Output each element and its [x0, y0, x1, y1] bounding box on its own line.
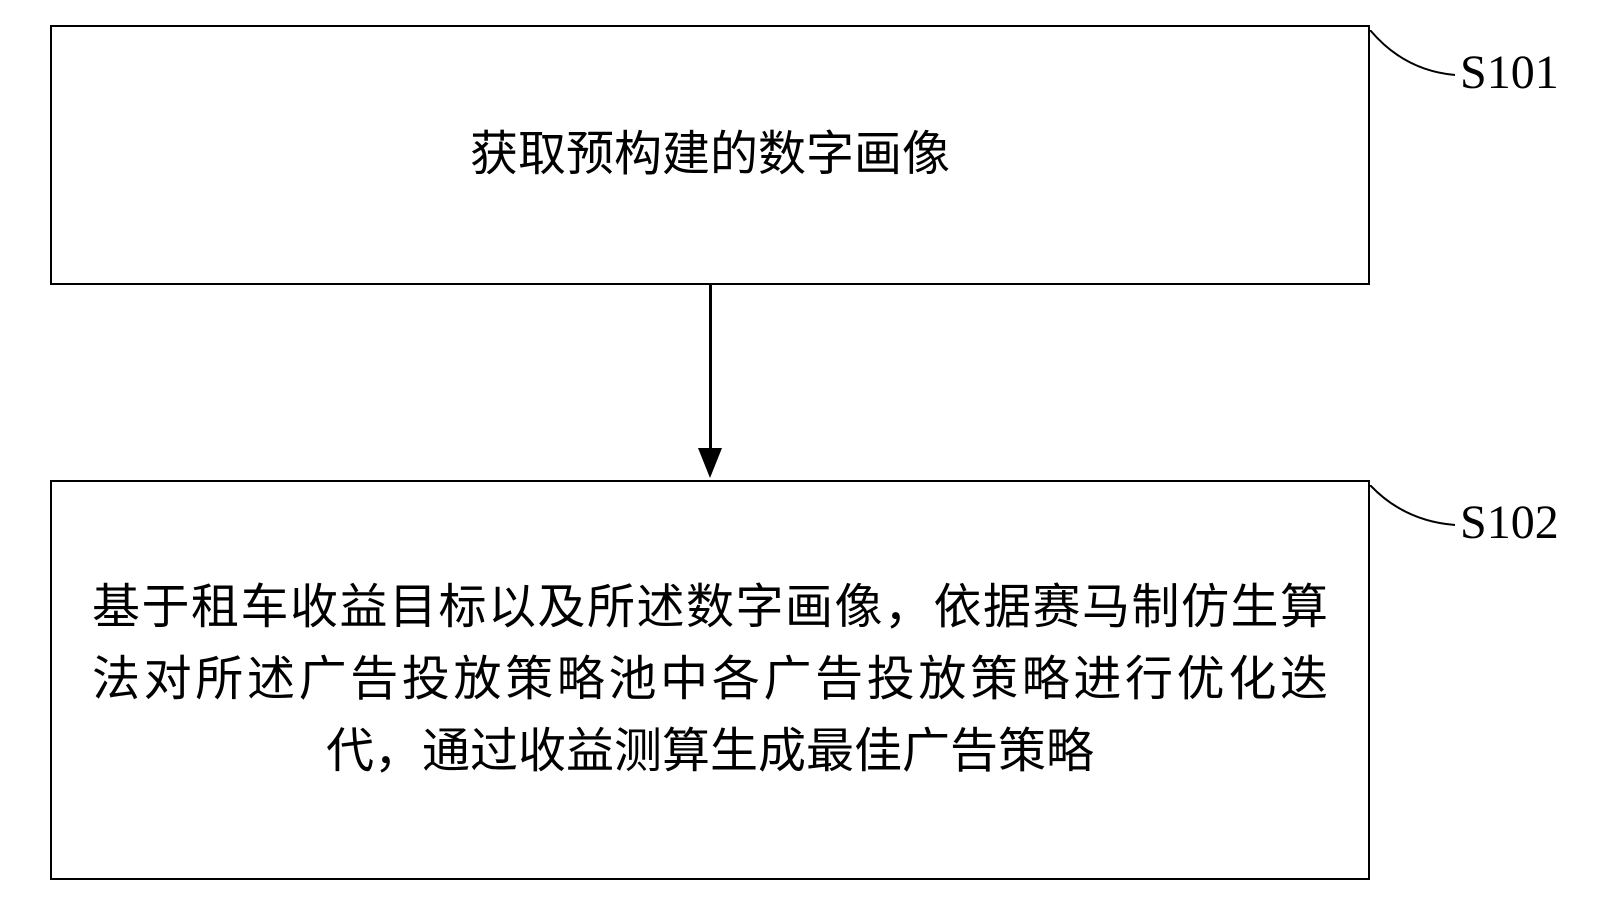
flowchart-container: 获取预构建的数字画像 基于租车收益目标以及所述数字画像，依据赛马制仿生算法对所述…	[0, 0, 1610, 919]
flowchart-step-1-text: 获取预构建的数字画像	[470, 119, 950, 191]
flowchart-arrow-head-icon	[698, 448, 722, 478]
flowchart-step-2-text: 基于租车收益目标以及所述数字画像，依据赛马制仿生算法对所述广告投放策略池中各广告…	[92, 572, 1328, 788]
flowchart-arrow	[709, 285, 712, 448]
leader-line-s101	[1370, 30, 1520, 130]
flowchart-step-2: 基于租车收益目标以及所述数字画像，依据赛马制仿生算法对所述广告投放策略池中各广告…	[50, 480, 1370, 880]
leader-line-s102	[1370, 485, 1520, 585]
flowchart-step-1: 获取预构建的数字画像	[50, 25, 1370, 285]
